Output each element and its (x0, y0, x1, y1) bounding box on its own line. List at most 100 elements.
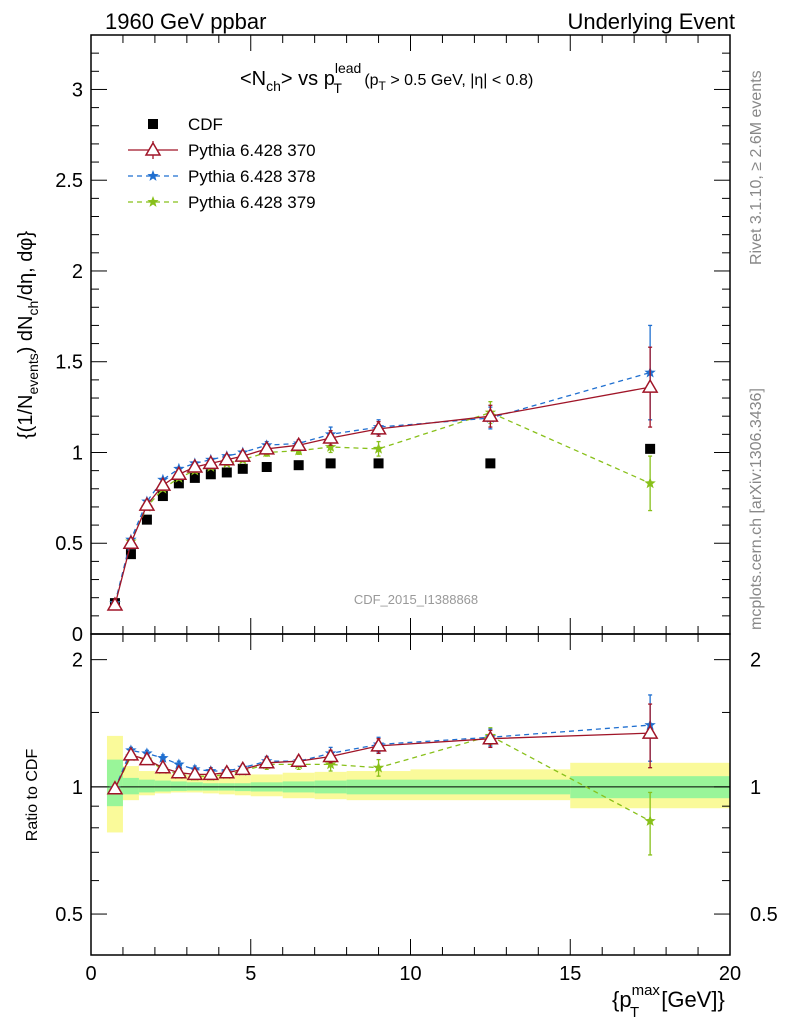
cdf-data-point (237, 463, 248, 474)
cdf-data-series (109, 443, 656, 609)
cdf-data-point (485, 458, 496, 469)
main-y-tick-label: 1.5 (55, 352, 83, 374)
pythia-370-point (186, 458, 204, 473)
analysis-watermark: CDF_2015_I1388868 (354, 592, 478, 607)
pythia-370-point (106, 596, 124, 611)
x-tick-label: 10 (399, 963, 421, 985)
pythia-370-line (114, 386, 651, 606)
stat-band (154, 780, 171, 792)
stat-band (122, 777, 139, 795)
ratio-pythia-370-point (322, 747, 339, 763)
pythia-370-series (106, 346, 659, 611)
pythia-370-point (138, 496, 156, 511)
cdf-data-point (173, 478, 184, 489)
ratio-pythia-370-point (122, 746, 140, 761)
ratio-pythia-370-point (202, 765, 220, 781)
pythia-370-point (218, 451, 236, 466)
main-y-tick-label: 0 (72, 624, 83, 646)
cdf-data-point (141, 514, 152, 525)
rivet-label: Rivet 3.1.10, ≥ 2.6M events (748, 70, 765, 265)
legend-label: Pythia 6.428 378 (188, 167, 316, 186)
ratio-y-tick-label: 0.5 (55, 904, 83, 926)
pythia-370-point (258, 440, 276, 455)
legend: CDF Pythia 6.428 370 Pythia 6.428 378 Pythi… (128, 115, 316, 212)
pythia-379-point (324, 441, 337, 452)
cdf-data-point (221, 467, 232, 478)
cdf-data-point (325, 458, 336, 469)
ratio-y-axis-label: Ratio to CDF (24, 749, 41, 842)
ratio-pythia-370-point (154, 759, 172, 774)
ratio-pythia-378-point (157, 752, 169, 763)
pythia-370-point (202, 454, 220, 470)
pythia-370-point (482, 407, 499, 422)
pythia-370-point (122, 534, 140, 549)
cdf-data-point (293, 460, 304, 471)
ratio-pythia-379-point (644, 815, 656, 826)
ratio-pythia-370-series (106, 703, 659, 795)
ratio-pythia-379-point (372, 761, 385, 773)
ratio-y-tick-label-right: 0.5 (750, 904, 778, 926)
pythia-370-point (234, 447, 252, 462)
ratio-pythia-370-point (218, 764, 236, 779)
ratio-pythia-378-point (173, 758, 185, 770)
cdf-data-point (189, 472, 200, 483)
main-panel-series (106, 324, 659, 611)
pythia-370-point (322, 429, 339, 444)
ratio-pythia-370-point (234, 760, 252, 776)
legend-label: CDF (188, 115, 223, 134)
cdf-data-point (645, 443, 656, 454)
pythia-379-point (644, 477, 656, 489)
cdf-data-point (261, 462, 272, 473)
x-tick-label: 15 (559, 963, 581, 985)
main-plot-title: <Nch> vs plead T (pT > 0.5 GeV, |η| < 0.8… (240, 60, 533, 96)
pythia-370-point (170, 465, 188, 481)
main-y-tick-label: 1 (72, 442, 83, 464)
x-tick-label: 5 (245, 963, 256, 985)
axes-ticks: 0 0.5 1 1.5 2 2.5 3 0 5 10 15 20 0.5 0.5 1 1 2 2 (55, 35, 778, 985)
ratio-pythia-370-point (258, 754, 276, 769)
header-right: Underlying Event (567, 9, 735, 34)
main-y-tick-label: 2.5 (55, 170, 83, 192)
ratio-panel-series (106, 694, 659, 856)
ratio-pythia-370-point (482, 730, 499, 745)
legend-marker (148, 119, 158, 129)
ratio-y-tick-label-right: 1 (750, 777, 761, 799)
x-tick-label: 0 (85, 963, 96, 985)
header-left: 1960 GeV ppbar (105, 9, 266, 34)
ratio-pythia-370-point (186, 765, 204, 781)
ratio-pythia-378-line (114, 724, 651, 789)
ratio-y-tick-label: 1 (72, 777, 83, 799)
x-axis-label: {pmax T [GeV]} (612, 982, 725, 1021)
main-y-tick-label: 2 (72, 261, 83, 283)
legend-marker (144, 141, 162, 156)
ratio-pythia-370-point (170, 764, 188, 779)
ratio-pythia-370-point (106, 780, 124, 795)
legend-marker (147, 170, 159, 181)
main-panel-frame (90, 34, 731, 635)
legend-label: Pythia 6.428 379 (188, 193, 316, 212)
main-y-tick-label: 3 (72, 79, 83, 101)
pythia-378-line (114, 371, 651, 604)
legend-marker (147, 196, 159, 207)
ratio-pythia-370-point (290, 752, 307, 767)
cdf-data-point (205, 469, 216, 480)
cdf-data-point (157, 491, 168, 502)
ratio-y-tick-label: 2 (72, 650, 83, 672)
stat-band (138, 779, 155, 793)
ratio-pythia-370-point (138, 751, 156, 766)
ratio-pythia-370-point (370, 737, 387, 752)
legend-label: Pythia 6.428 370 (188, 141, 316, 160)
pythia-370-point (370, 420, 387, 435)
stat-band (170, 781, 187, 791)
x-tick-label: 20 (719, 963, 741, 985)
pythia-370-point (290, 436, 307, 451)
ratio-pythia-379-point (324, 758, 337, 770)
pythia-379-point (372, 442, 385, 454)
cdf-data-point (125, 549, 136, 560)
ratio-uncertainty-bands (91, 735, 730, 833)
mcplots-label: mcplots.cern.ch [arXiv:1306.3436] (748, 388, 765, 630)
pythia-370-point (154, 476, 172, 491)
main-y-tick-label: 0.5 (55, 533, 83, 555)
pythia-370-point (641, 378, 659, 393)
